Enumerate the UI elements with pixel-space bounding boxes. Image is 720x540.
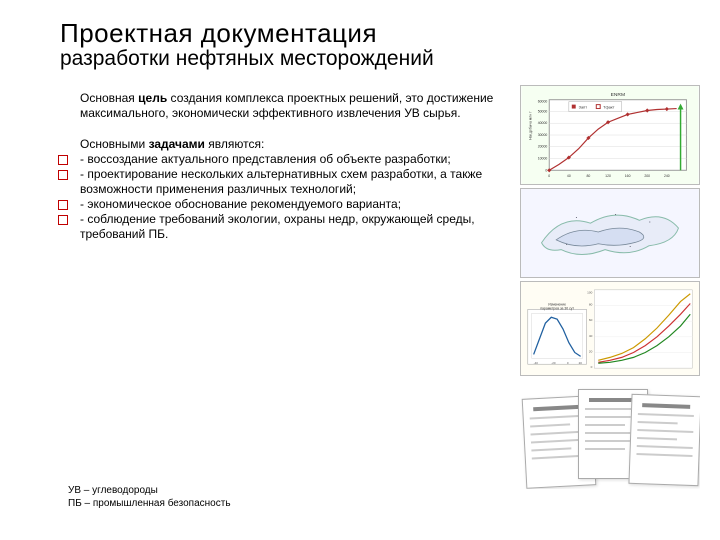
svg-text:20: 20 xyxy=(589,349,593,353)
svg-text:40000: 40000 xyxy=(538,121,548,125)
tasks-intro-prefix: Основными xyxy=(80,137,149,151)
footnote: УВ – углеводороды xyxy=(68,484,231,497)
svg-text:Запт: Запт xyxy=(579,105,588,110)
slide-title: Проектная документация xyxy=(60,18,680,49)
tasks-intro-bold: задачами xyxy=(149,137,205,151)
documents-thumbnail xyxy=(520,379,700,489)
svg-text:80: 80 xyxy=(587,174,591,178)
slide-subtitle: разработки нефтяных месторождений xyxy=(60,47,680,71)
tasks-intro: Основными задачами являются: xyxy=(30,137,512,152)
svg-text:-20: -20 xyxy=(551,361,556,365)
tasks-intro-rest: являются: xyxy=(205,137,264,151)
chart-multi-curve: 02040 6080100 Изменение параметров за 30… xyxy=(520,281,700,376)
svg-text:40: 40 xyxy=(589,334,593,338)
list-item: - проектирование нескольких альтернативн… xyxy=(30,167,512,197)
text-column: Основная цель создания комплекса проектн… xyxy=(30,85,512,489)
goal-bold: цель xyxy=(138,91,167,105)
footnote: ПБ – промышленная безопасность xyxy=(68,497,231,510)
svg-text:10000: 10000 xyxy=(538,157,548,161)
svg-text:240: 240 xyxy=(664,174,670,178)
svg-text:120: 120 xyxy=(605,174,611,178)
goal-prefix: Основная xyxy=(80,91,138,105)
svg-text:60000: 60000 xyxy=(538,100,548,104)
svg-text:0: 0 xyxy=(545,168,547,172)
svg-text:160: 160 xyxy=(625,174,631,178)
svg-text:50000: 50000 xyxy=(538,109,548,113)
map-thumbnail: ••• •• xyxy=(520,188,700,278)
svg-text:Нак.добыча млн т: Нак.добыча млн т xyxy=(529,111,533,140)
svg-text:100: 100 xyxy=(587,291,592,295)
svg-text:ENRM: ENRM xyxy=(611,92,625,98)
svg-text:параметров за 30 сут: параметров за 30 сут xyxy=(540,306,574,310)
svg-text:60: 60 xyxy=(589,318,593,322)
thumbnails-column: ENRM Запт Тфакт Нак.добыча млн т 0 10000… xyxy=(520,85,710,489)
svg-text:0: 0 xyxy=(548,174,550,178)
chart-production-curve: ENRM Запт Тфакт Нак.добыча млн т 0 10000… xyxy=(520,85,700,185)
svg-text:Тфакт: Тфакт xyxy=(603,105,615,110)
goal-paragraph: Основная цель создания комплекса проектн… xyxy=(30,85,512,137)
list-item: - воссоздание актуального представления … xyxy=(30,152,512,167)
tasks-list: - воссоздание актуального представления … xyxy=(30,152,512,242)
svg-text:0: 0 xyxy=(591,365,593,369)
list-item: - соблюдение требований экологии, охраны… xyxy=(30,212,512,242)
svg-text:200: 200 xyxy=(644,174,650,178)
svg-text:40: 40 xyxy=(567,174,571,178)
svg-text:20000: 20000 xyxy=(538,145,548,149)
svg-text:80: 80 xyxy=(589,302,593,306)
svg-text:30000: 30000 xyxy=(538,133,548,137)
list-item: - экономическое обоснование рекомендуемо… xyxy=(30,197,512,212)
svg-text:20: 20 xyxy=(579,361,583,365)
svg-text:-40: -40 xyxy=(534,361,539,365)
footnotes: УВ – углеводороды ПБ – промышленная безо… xyxy=(68,484,231,510)
